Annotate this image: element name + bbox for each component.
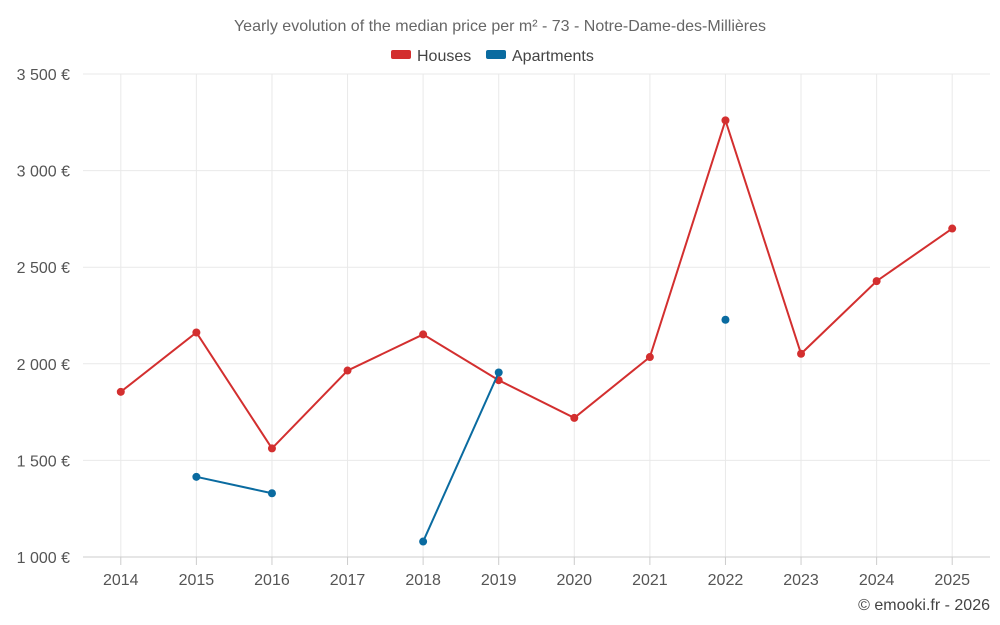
point-houses-2016[interactable] — [267, 444, 276, 453]
x-tick-label: 2014 — [103, 572, 139, 589]
x-tick-label: 2020 — [556, 572, 592, 589]
point-apartments-2019[interactable] — [494, 368, 503, 377]
legend: Houses Apartments — [391, 48, 594, 65]
legend-item-apartments[interactable]: Apartments — [486, 48, 594, 65]
legend-label-houses: Houses — [417, 48, 471, 65]
x-tick-label: 2024 — [859, 572, 895, 589]
series-houses — [116, 116, 957, 453]
point-apartments-2015[interactable] — [192, 472, 201, 481]
y-tick-label: 1 500 € — [17, 453, 70, 470]
point-houses-2018[interactable] — [419, 330, 428, 339]
series-line-apartments — [196, 475, 273, 495]
series — [116, 116, 957, 546]
legend-swatch-apartments — [486, 50, 506, 59]
point-houses-2025[interactable] — [948, 224, 957, 233]
point-houses-2020[interactable] — [570, 413, 579, 422]
grid — [83, 73, 990, 558]
x-tick-label: 2025 — [934, 572, 970, 589]
x-tick-label: 2016 — [254, 572, 290, 589]
x-axis: 2014 2015 2016 2017 2018 2019 2020 2021 2022 2023… — [83, 556, 990, 589]
point-houses-2014[interactable] — [116, 387, 125, 396]
x-tick-label: 2021 — [632, 572, 668, 589]
legend-label-apartments: Apartments — [512, 48, 594, 65]
point-apartments-2016[interactable] — [267, 489, 276, 498]
y-tick-label: 3 500 € — [17, 67, 70, 84]
point-apartments-2018[interactable] — [419, 537, 428, 546]
x-tick-label: 2023 — [783, 572, 819, 589]
point-houses-2023[interactable] — [797, 349, 806, 358]
x-tick-label: 2017 — [330, 572, 366, 589]
point-apartments-2022[interactable] — [721, 315, 730, 324]
y-axis: 1 000 € 1 500 € 2 000 € 2 500 € 3 000 € 3 500… — [17, 67, 70, 567]
credit: © emooki.fr - 2026 — [858, 597, 990, 614]
x-tick-label: 2019 — [481, 572, 517, 589]
x-tick-label: 2015 — [179, 572, 215, 589]
series-line-houses — [120, 117, 953, 451]
point-houses-2021[interactable] — [645, 353, 654, 362]
x-tick-label: 2018 — [405, 572, 441, 589]
series-apartments — [192, 315, 730, 546]
y-tick-label: 1 000 € — [17, 550, 70, 567]
chart-title: Yearly evolution of the median price per… — [234, 18, 766, 35]
y-tick-label: 3 000 € — [17, 164, 70, 181]
y-tick-label: 2 000 € — [17, 357, 70, 374]
legend-swatch-houses — [391, 50, 411, 59]
series-line-apartments — [422, 372, 500, 542]
point-houses-2017[interactable] — [343, 366, 352, 375]
point-houses-2022[interactable] — [721, 116, 730, 125]
legend-item-houses[interactable]: Houses — [391, 48, 471, 65]
point-houses-2024[interactable] — [872, 277, 881, 286]
x-tick-label: 2022 — [708, 572, 744, 589]
point-houses-2015[interactable] — [192, 328, 201, 337]
y-tick-label: 2 500 € — [17, 260, 70, 277]
